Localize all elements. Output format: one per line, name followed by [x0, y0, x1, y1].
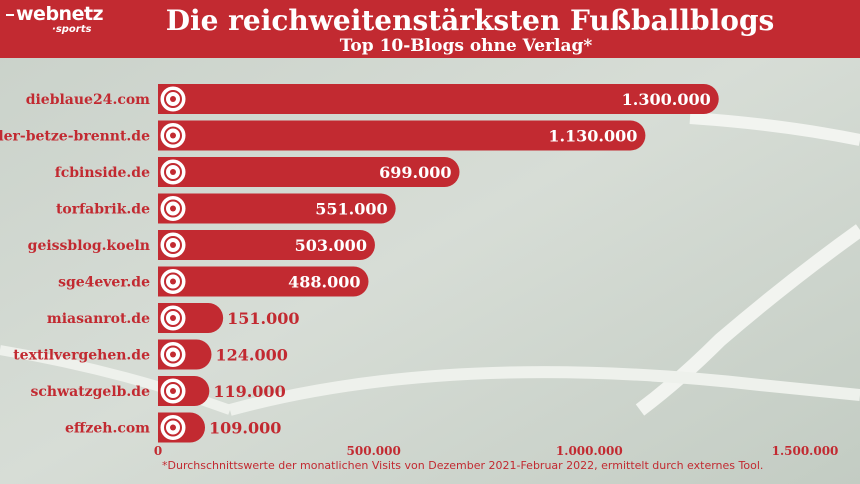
category-label: textilvergehen.de: [13, 348, 150, 364]
value-label: 1.130.000: [548, 127, 637, 146]
koeln-crest-icon: [160, 415, 186, 440]
x-tick-label: 1.000.000: [556, 444, 623, 458]
header-band: [0, 0, 860, 58]
tsv1860-crest-icon: [160, 86, 186, 112]
bar: [158, 84, 719, 115]
bar: [158, 230, 375, 260]
webnetz-sports-logo: webnetz ·sports: [6, 3, 104, 35]
category-label: miasanrot.de: [47, 311, 150, 327]
union-crest-icon: [160, 342, 186, 367]
value-label: 151.000: [227, 309, 299, 328]
category-label: der-betze-brennt.de: [0, 129, 150, 145]
value-label: 503.000: [295, 236, 367, 255]
chart-subtitle: Top 10-Blogs ohne Verlag*: [339, 36, 593, 56]
footnote: *Durchschnittswerte der monatlichen Visi…: [162, 459, 764, 472]
koeln-crest-icon: [160, 232, 186, 258]
fcbayern-crest-icon: [160, 159, 186, 185]
x-tick-label: 0: [154, 444, 162, 458]
category-label: torfabrik.de: [56, 202, 150, 218]
category-label: geissblog.koeln: [28, 238, 150, 254]
value-label: 551.000: [315, 200, 387, 219]
gladbach-crest-icon: [160, 196, 186, 221]
bar: [158, 120, 646, 151]
logo-sub-text: sports: [55, 24, 92, 35]
bvb-crest-icon: [160, 378, 186, 404]
value-label: 124.000: [215, 346, 287, 365]
bar: [158, 266, 369, 297]
category-label: schwatzgelb.de: [31, 384, 151, 400]
bar: [158, 193, 396, 224]
value-label: 119.000: [213, 382, 285, 401]
value-label: 1.300.000: [622, 90, 711, 109]
value-label: 488.000: [288, 273, 360, 292]
x-tick-label: 500.000: [347, 444, 401, 458]
logo-dash: [6, 13, 14, 16]
eintracht-crest-icon: [160, 269, 186, 294]
fcbayern-crest-icon: [160, 305, 186, 331]
chart-title: Die reichweitenstärksten Fußballblogs: [165, 4, 775, 37]
bar: [158, 157, 460, 187]
value-label: 699.000: [379, 163, 451, 182]
x-tick-label: 1.500.000: [772, 444, 839, 458]
category-label: effzeh.com: [65, 421, 150, 437]
category-label: sge4ever.de: [58, 275, 150, 291]
category-label: dieblaue24.com: [26, 92, 150, 108]
logo-brand-text: webnetz: [16, 3, 104, 25]
fck-crest-icon: [160, 123, 186, 148]
value-label: 109.000: [209, 419, 281, 438]
category-label: fcbinside.de: [55, 165, 150, 181]
